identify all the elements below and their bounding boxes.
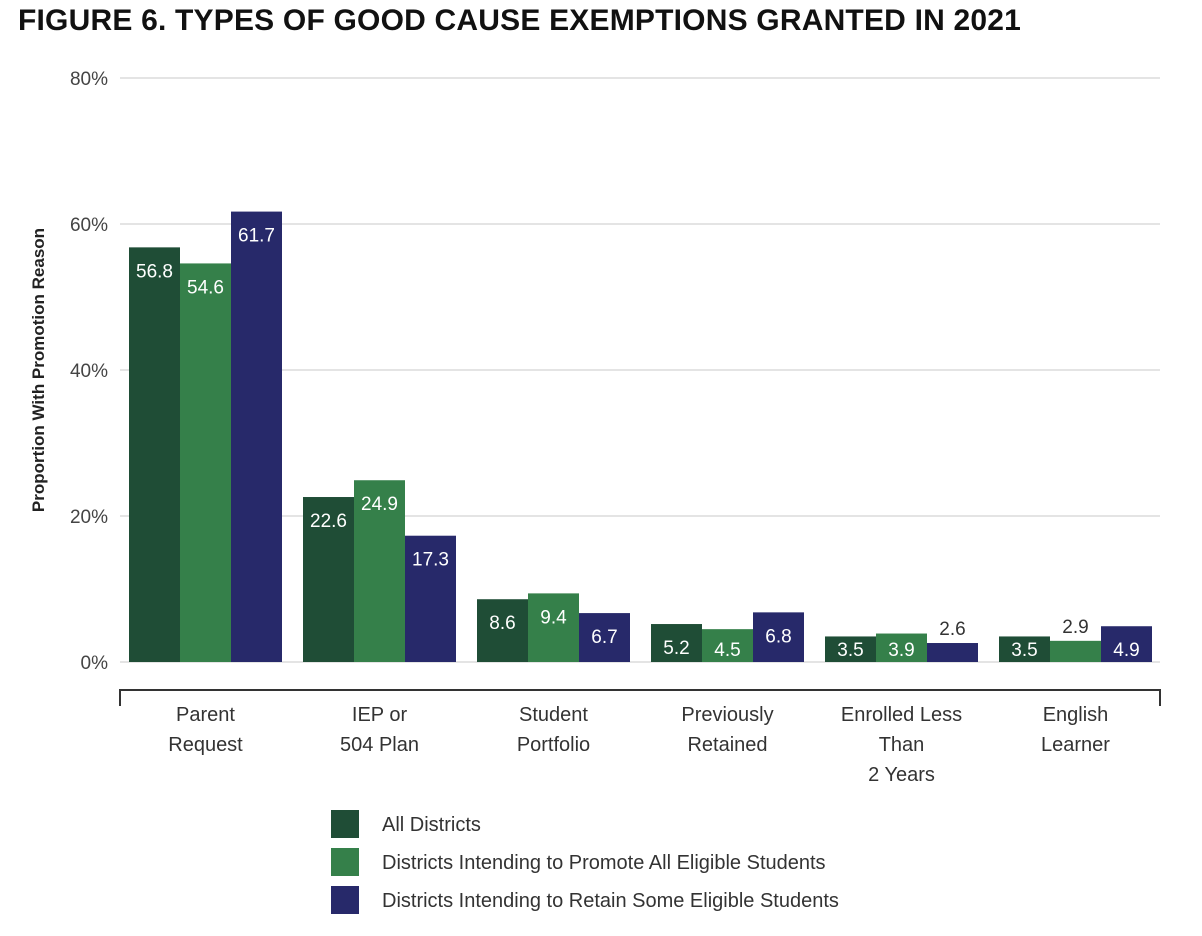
data-label: 2.9 <box>1062 617 1088 638</box>
data-label: 8.6 <box>489 613 515 634</box>
data-label: 61.7 <box>238 226 275 247</box>
x-tick-label: Learner <box>1041 734 1110 756</box>
data-label: 2.6 <box>939 619 965 640</box>
x-tick-label: Retained <box>687 734 767 756</box>
data-label: 17.3 <box>412 550 449 571</box>
data-label: 6.7 <box>591 627 617 648</box>
y-tick-label: 40% <box>70 361 108 382</box>
data-label: 3.9 <box>888 640 914 661</box>
bar <box>825 636 876 662</box>
data-label: 4.5 <box>714 640 740 661</box>
y-axis-label: Proportion With Promotion Reason <box>29 228 48 512</box>
x-tick-label: Portfolio <box>517 734 590 756</box>
data-label: 22.6 <box>310 511 347 532</box>
x-tick-label: Than <box>879 734 925 756</box>
x-tick-label: Parent <box>176 704 235 726</box>
legend-swatch <box>331 810 359 838</box>
bar <box>354 480 405 662</box>
bar <box>528 593 579 662</box>
data-label: 56.8 <box>136 261 173 282</box>
bar <box>231 211 282 662</box>
x-tick-label: Previously <box>681 704 773 726</box>
bar <box>129 247 180 663</box>
bar <box>702 629 753 662</box>
bar <box>1101 626 1152 662</box>
bar <box>927 643 978 662</box>
legend-swatch <box>331 848 359 876</box>
bar <box>753 612 804 662</box>
bar <box>876 633 927 662</box>
x-tick-label: Student <box>519 704 588 726</box>
bar <box>180 263 231 662</box>
chart-title: FIGURE 6. TYPES OF GOOD CAUSE EXEMPTIONS… <box>18 4 1022 37</box>
data-label: 3.5 <box>837 640 863 661</box>
y-tick-label: 20% <box>70 507 108 528</box>
data-label: 24.9 <box>361 494 398 515</box>
legend-label: Districts Intending to Retain Some Eligi… <box>382 890 839 912</box>
x-tick-label: English <box>1043 704 1109 726</box>
data-label: 6.8 <box>765 626 791 647</box>
y-tick-label: 60% <box>70 215 108 236</box>
data-label: 9.4 <box>540 607 567 628</box>
data-label: 5.2 <box>663 638 689 659</box>
x-tick-label: Enrolled Less <box>841 704 962 726</box>
data-label: 3.5 <box>1011 640 1037 661</box>
data-label: 4.9 <box>1113 640 1139 661</box>
bar <box>651 624 702 662</box>
x-axis-bracket <box>119 689 1161 706</box>
bar <box>405 535 456 662</box>
bar <box>303 497 354 662</box>
legend-swatch <box>331 886 359 914</box>
legend-label: All Districts <box>382 814 481 836</box>
data-label: 54.6 <box>187 277 224 298</box>
x-tick-label: IEP or <box>352 704 408 726</box>
x-tick-label: Request <box>168 734 243 756</box>
bar <box>477 599 528 662</box>
x-tick-label: 504 Plan <box>340 734 419 756</box>
bar <box>1050 640 1101 662</box>
x-tick-label: 2 Years <box>868 764 935 786</box>
y-tick-label: 80% <box>70 69 108 90</box>
bar <box>579 613 630 662</box>
legend-label: Districts Intending to Promote All Eligi… <box>382 852 826 874</box>
bar <box>999 636 1050 662</box>
y-tick-label: 0% <box>81 653 109 674</box>
